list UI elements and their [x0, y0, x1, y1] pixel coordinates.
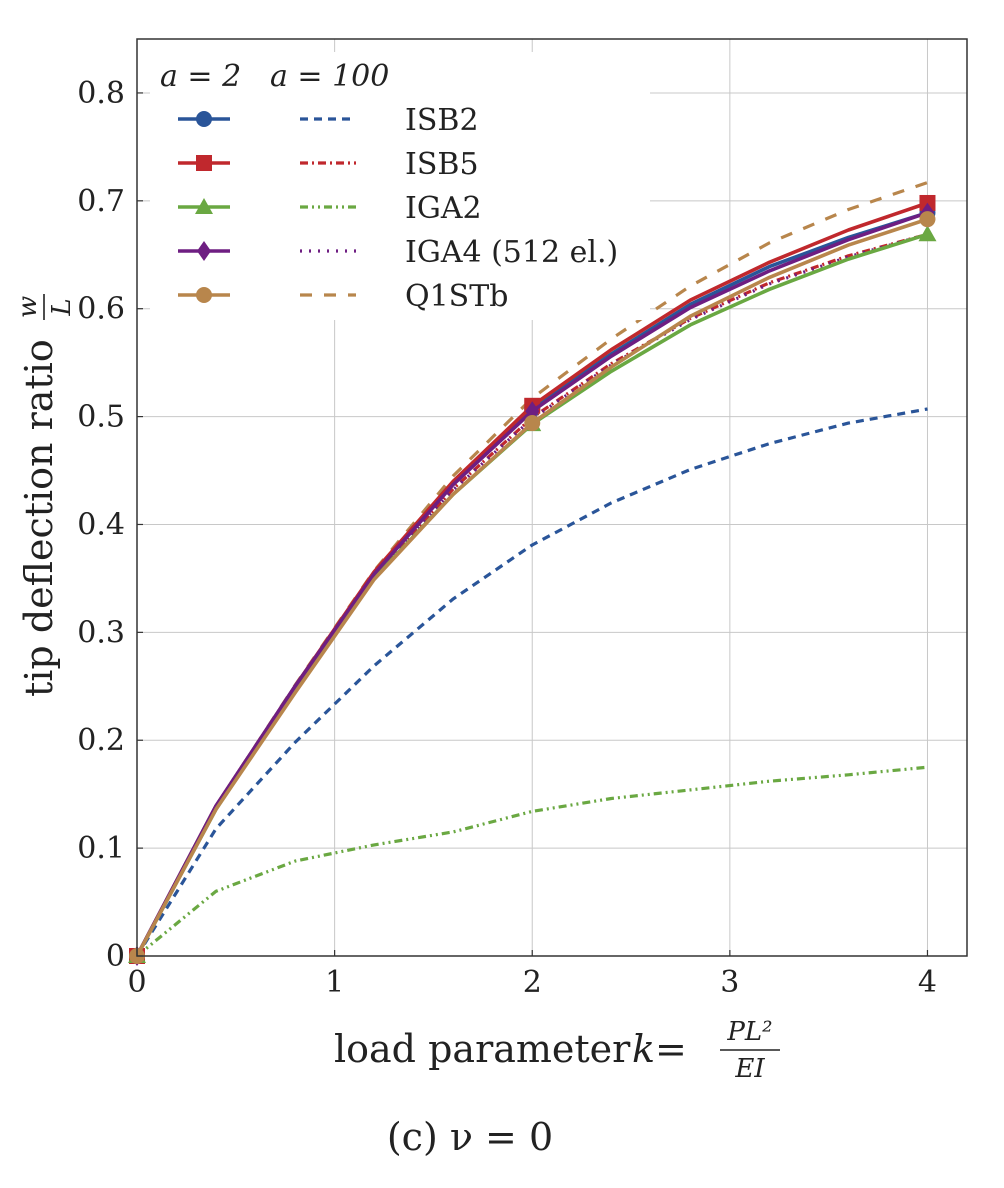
- series-isb2-a100: [135, 407, 928, 957]
- legend-header-a100: a = 100: [270, 59, 389, 94]
- x-axis-label: load parameter k = PL² EI: [334, 1017, 780, 1084]
- legend-marker-q1stb: [196, 287, 212, 303]
- figure-caption: (c) ν = 0: [387, 1115, 553, 1159]
- y-axis-label-numerator: w: [13, 296, 43, 318]
- series-q1stb-a2: [129, 211, 936, 964]
- legend-label-q1stb: Q1STb: [405, 279, 508, 314]
- legend-label-isb2: ISB2: [405, 103, 479, 138]
- y-tick-label-2: 0.2: [77, 723, 125, 758]
- legend-marker-isb2: [196, 111, 212, 127]
- x-tick-label-3: 3: [720, 965, 739, 1000]
- y-tick-label-7: 0.7: [77, 184, 125, 219]
- legend-background: [150, 52, 650, 320]
- legend-header-a2: a = 2: [160, 59, 241, 94]
- legend-row-iga2: IGA2: [178, 191, 482, 226]
- x-axis-label-prefix: load parameter: [334, 1027, 631, 1071]
- y-axis-label-denominator: L: [47, 298, 77, 316]
- legend-label-isb5: ISB5: [405, 147, 479, 182]
- x-tick-label-1: 1: [325, 965, 344, 1000]
- series-layer: [128, 180, 937, 966]
- y-tick-label-4: 0.4: [77, 507, 125, 542]
- series-isb2-a100-line: [135, 407, 928, 957]
- legend-row-iga4-512-el: IGA4 (512 el.): [178, 235, 618, 270]
- legend-label-iga4-512-el: IGA4 (512 el.): [405, 235, 618, 270]
- legend: a = 2 a = 100 ISB2 ISB5 IGA2 IGA4 (512 el.)…: [150, 52, 650, 320]
- y-tick-label-6: 0.6: [77, 292, 125, 327]
- x-axis-label-var: k: [632, 1027, 655, 1071]
- x-axis-label-denominator: EI: [734, 1054, 765, 1084]
- legend-label-iga2: IGA2: [405, 191, 482, 226]
- y-tick-label-8: 0.8: [77, 76, 125, 111]
- y-tick-label-0: 0: [106, 939, 125, 974]
- y-axis-label: tip deflection ratio w L: [13, 294, 77, 697]
- x-tick-label-2: 2: [523, 965, 542, 1000]
- series-iga2-a2-point-10: [918, 225, 937, 242]
- legend-row-q1stb: Q1STb: [178, 279, 508, 314]
- y-tick-label-3: 0.3: [77, 615, 125, 650]
- series-q1stb-a2-point-10: [919, 211, 936, 228]
- legend-row-isb5: ISB5: [178, 147, 479, 182]
- legend-rows: ISB2 ISB5 IGA2 IGA4 (512 el.) Q1STb: [178, 103, 618, 314]
- legend-marker-iga4-512-el: [197, 241, 211, 261]
- x-tick-label-4: 4: [918, 965, 937, 1000]
- plot-frame: [136, 38, 968, 957]
- y-tick-label-1: 0.1: [77, 831, 125, 866]
- y-axis-label-prefix: tip deflection ratio: [17, 339, 61, 697]
- x-axis-label-eq: =: [655, 1027, 687, 1071]
- x-tick-label-0: 0: [127, 965, 146, 1000]
- y-tick-label-5: 0.5: [77, 400, 125, 435]
- legend-marker-isb5: [196, 155, 212, 171]
- y-tick-labels: 0 0.1 0.2 0.3 0.4 0.5 0.6 0.7 0.8: [77, 76, 143, 974]
- x-tick-labels: 0 1 2 3 4: [127, 950, 937, 1000]
- legend-row-isb2: ISB2: [178, 103, 479, 138]
- x-axis-label-numerator: PL²: [726, 1017, 772, 1047]
- series-q1stb-a2-point-5: [524, 415, 541, 432]
- legend-marker-iga2: [195, 198, 213, 214]
